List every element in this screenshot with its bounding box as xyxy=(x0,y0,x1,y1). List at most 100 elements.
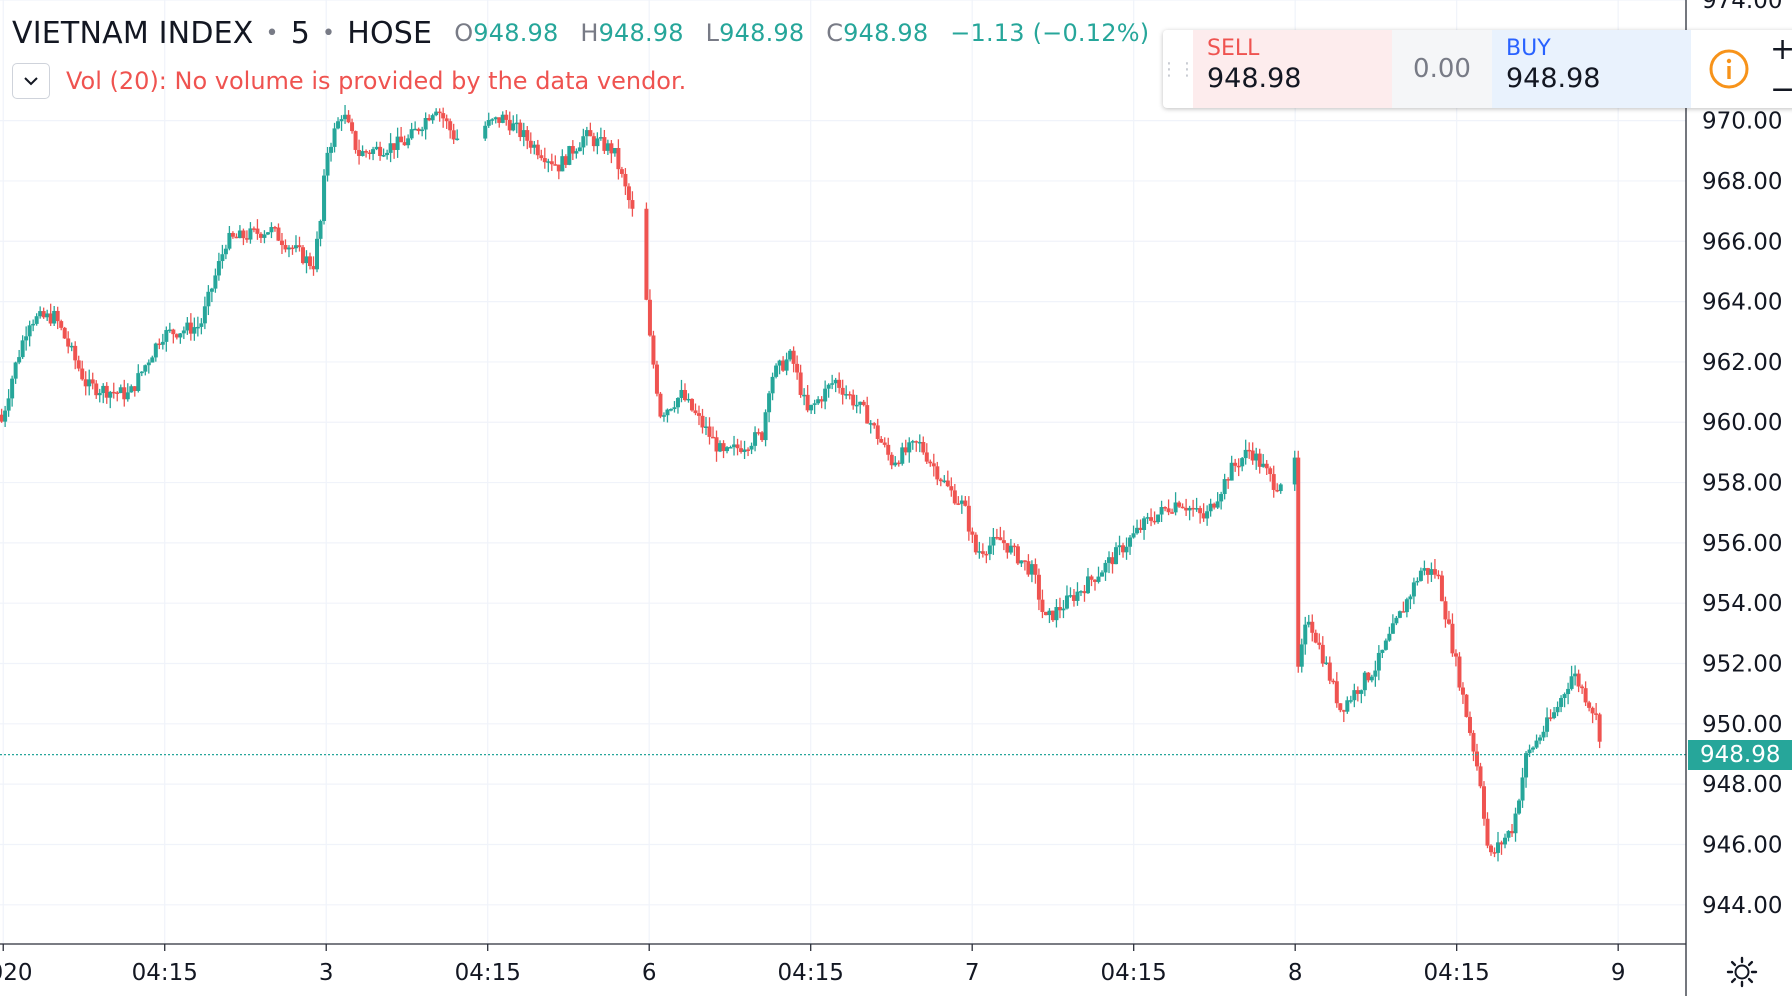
drag-handle-icon[interactable]: ⋮⋮ xyxy=(1163,58,1196,80)
candle-body xyxy=(1261,463,1266,467)
time-tick-label: 6 xyxy=(642,960,657,986)
candle-body xyxy=(1275,489,1280,492)
candle xyxy=(1506,830,1511,842)
candle-body xyxy=(1355,690,1360,694)
candle xyxy=(704,416,709,436)
candle-body xyxy=(1450,623,1455,654)
price-tick-label: 956.00 xyxy=(1702,531,1782,557)
candle-body xyxy=(234,236,239,239)
candle xyxy=(1481,781,1486,826)
candle-body xyxy=(6,398,11,411)
candle-body xyxy=(276,227,281,241)
candle-body xyxy=(385,152,390,156)
sell-button[interactable]: SELL 948.98 xyxy=(1193,30,1392,108)
candle xyxy=(1513,807,1518,842)
candle-body xyxy=(94,383,99,396)
candle xyxy=(861,399,866,407)
price-tick-label: 948.00 xyxy=(1702,772,1782,798)
candle xyxy=(924,443,929,464)
candle-body xyxy=(532,144,537,148)
candle-body xyxy=(1573,673,1578,677)
candle-body xyxy=(1457,656,1462,688)
candle-body xyxy=(654,364,659,394)
candle-body xyxy=(1215,501,1220,508)
candle xyxy=(518,119,523,142)
candle-body xyxy=(381,155,386,157)
price-axis-labels[interactable]: 944.00 946.00 948.00 950.00 952.00 954.00 956.… xyxy=(1702,0,1782,919)
candle-body xyxy=(1191,507,1196,510)
candle xyxy=(591,132,596,152)
candle-body xyxy=(38,311,43,317)
gear-icon[interactable] xyxy=(1725,955,1759,989)
candle-body xyxy=(230,232,235,237)
candle-body xyxy=(1128,537,1133,547)
candle-body xyxy=(795,363,800,373)
candle-body xyxy=(1208,503,1213,512)
candle-body xyxy=(1278,484,1283,492)
candle xyxy=(115,391,120,402)
buy-button[interactable]: BUY 948.98 xyxy=(1492,30,1691,108)
candle-body xyxy=(858,401,863,405)
candle xyxy=(1036,568,1041,611)
symbol-name[interactable]: VIETNAM INDEX xyxy=(12,15,254,51)
candle xyxy=(108,390,113,409)
volume-indicator-label[interactable]: Vol (20): No volume is provided by the d… xyxy=(66,67,687,95)
candle xyxy=(1254,447,1259,470)
candle xyxy=(45,309,50,321)
candle-body xyxy=(1022,560,1027,562)
candle xyxy=(1541,725,1546,741)
candle xyxy=(570,140,575,161)
candle xyxy=(1068,587,1073,598)
candle xyxy=(1446,610,1451,625)
candle-body xyxy=(938,479,943,482)
candle-body xyxy=(861,401,866,406)
candle xyxy=(819,396,824,409)
candle xyxy=(409,122,414,140)
volume-indicator-row: Vol (20): No volume is provided by the d… xyxy=(12,62,686,100)
candle-body xyxy=(833,379,838,384)
candle-body xyxy=(181,330,186,334)
candle-body xyxy=(13,362,18,379)
candle xyxy=(1467,711,1472,736)
candle-body xyxy=(679,389,684,398)
candle-body xyxy=(1152,520,1157,523)
candle xyxy=(94,380,99,399)
candle-body xyxy=(1590,707,1595,714)
zoom-in-button[interactable]: + xyxy=(1770,32,1792,67)
candle-body xyxy=(437,111,442,114)
candle xyxy=(1198,505,1203,524)
candle-body xyxy=(623,173,628,187)
candle-body xyxy=(1299,644,1304,667)
candle-body xyxy=(616,148,621,170)
candle xyxy=(213,268,218,293)
candle xyxy=(111,382,116,399)
candle xyxy=(868,420,873,434)
candle-body xyxy=(928,461,933,464)
candle xyxy=(1040,589,1045,619)
candle xyxy=(209,287,214,303)
candle xyxy=(1215,492,1220,509)
candle-body xyxy=(41,311,46,318)
zoom-out-button[interactable]: − xyxy=(1770,72,1792,107)
candle xyxy=(248,222,253,244)
candle-body xyxy=(1222,479,1227,495)
candle-body xyxy=(500,114,505,123)
info-button[interactable] xyxy=(1691,30,1766,108)
candle-body xyxy=(136,373,141,391)
candle-body xyxy=(1552,712,1557,719)
candle xyxy=(1429,562,1434,582)
candle-body xyxy=(1517,800,1522,814)
candle-body xyxy=(69,345,74,348)
candle-body xyxy=(1089,576,1094,580)
time-axis-labels[interactable]: 2020 04:15 3 04:15 6 04:15 7 04:15 8 04:15 9 xyxy=(0,960,1625,986)
candle-body xyxy=(725,447,730,452)
candle xyxy=(90,372,95,390)
low-label: L xyxy=(705,19,720,47)
candle-body xyxy=(686,398,691,401)
candle xyxy=(791,346,796,373)
candle xyxy=(174,333,179,340)
collapse-indicators-button[interactable] xyxy=(12,63,50,99)
price-tick-label: 964.00 xyxy=(1702,290,1782,316)
candle xyxy=(1110,552,1115,574)
